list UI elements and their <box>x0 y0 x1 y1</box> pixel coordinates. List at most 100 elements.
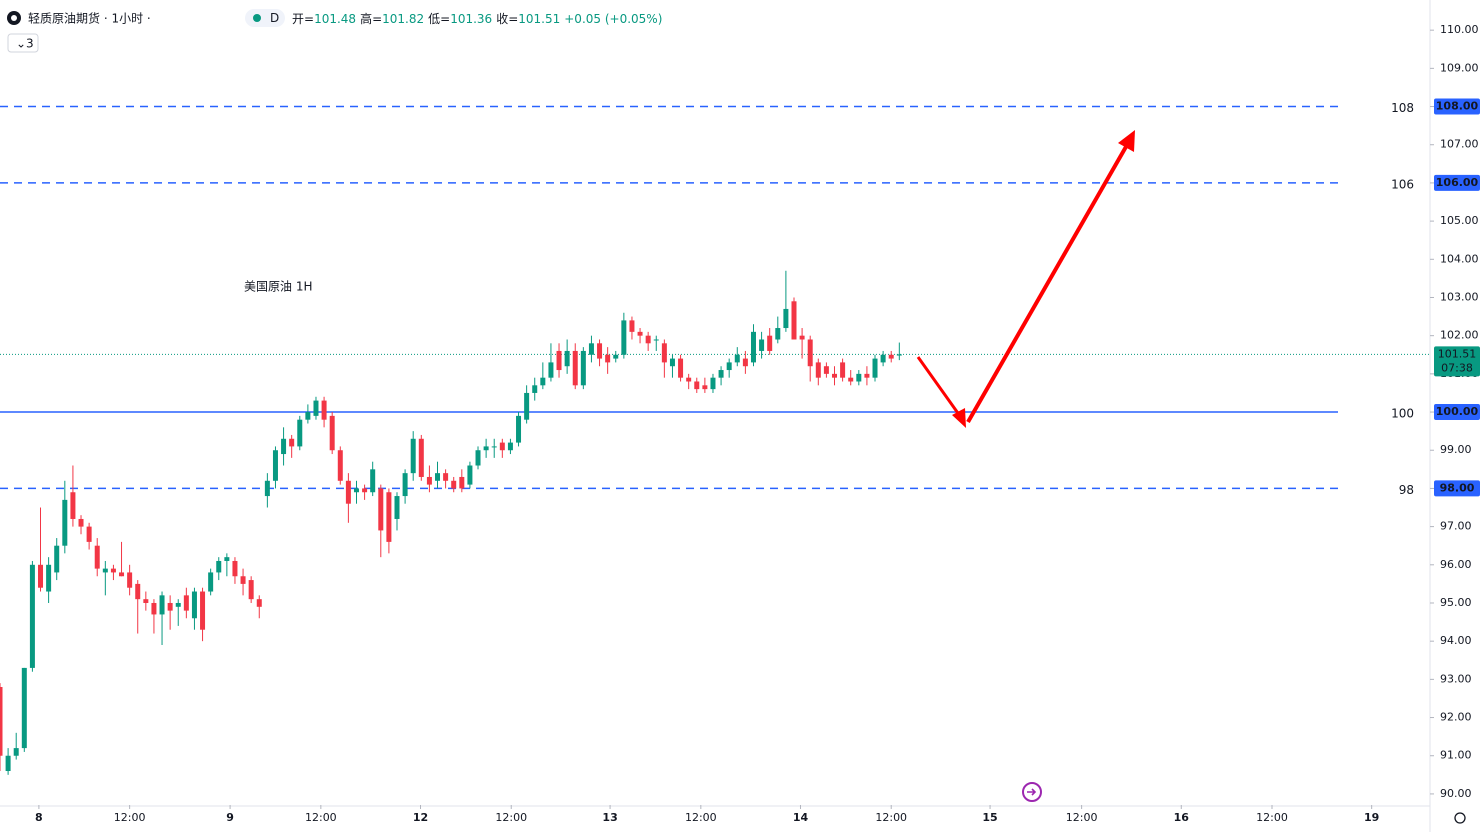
level-badge-label: 98.00 <box>1440 481 1475 494</box>
x-tick-label: 12:00 <box>875 811 907 824</box>
level-label: 100 <box>1391 407 1414 421</box>
y-tick-label: 102.00 <box>1440 329 1479 342</box>
level-label: 98 <box>1399 483 1414 497</box>
candle-body <box>540 377 546 386</box>
candle-body <box>248 580 254 600</box>
candle-body <box>94 545 100 569</box>
candle-body <box>208 572 214 592</box>
candle-body <box>86 526 92 542</box>
level-badge <box>1434 174 1480 191</box>
ohlc-value: 101.48 <box>314 12 356 26</box>
candle-body <box>791 301 797 340</box>
candle-body <box>151 602 157 615</box>
candle-body <box>370 469 376 493</box>
candle-body <box>110 568 116 573</box>
candle-body <box>872 358 878 378</box>
candle-body <box>62 499 68 546</box>
candle-body <box>726 362 732 371</box>
y-tick-label: 104.00 <box>1440 252 1479 265</box>
candle-body <box>435 473 441 481</box>
candle-body <box>888 354 894 359</box>
candle-body <box>272 450 278 481</box>
level-badge <box>1434 98 1480 115</box>
candle-body <box>775 328 781 340</box>
candle-body <box>467 465 473 485</box>
status-pill[interactable] <box>245 9 285 27</box>
candle-body <box>451 480 457 489</box>
candle-body <box>102 568 108 573</box>
x-tick-label: 13 <box>602 811 617 824</box>
symbol-title[interactable]: 轻质原油期货 · 1小时 · <box>28 11 151 26</box>
y-tick-label: 103.00 <box>1440 290 1479 303</box>
indicator-toggle[interactable] <box>7 33 39 53</box>
candle-body <box>426 476 432 485</box>
arrow-head <box>1118 130 1135 152</box>
indicator-count[interactable]: 3 <box>26 37 34 51</box>
candle-body <box>669 358 675 367</box>
candle-body <box>459 476 465 489</box>
candle-body <box>742 358 748 367</box>
symbol-icon-dot <box>11 15 17 21</box>
candle-body <box>507 442 513 451</box>
candle-body <box>191 591 197 619</box>
candle-body <box>475 450 481 466</box>
level-badge-label: 108.00 <box>1436 100 1479 113</box>
candle-body <box>645 335 651 344</box>
settings[interactable] <box>1454 812 1466 824</box>
x-tick-label: 19 <box>1364 811 1379 824</box>
candle-body <box>378 488 384 531</box>
x-tick-label: 12:00 <box>1256 811 1288 824</box>
candle-body <box>232 560 238 577</box>
candle-body <box>46 564 52 592</box>
candle-body <box>823 366 829 374</box>
candle-body <box>613 354 619 359</box>
candle-body <box>710 377 716 390</box>
candle-body <box>200 591 206 630</box>
candle-body <box>767 335 773 351</box>
goto-realtime[interactable] <box>1022 782 1042 802</box>
candle-body <box>353 488 359 493</box>
x-tick-label: 9 <box>226 811 234 824</box>
candle-body <box>702 385 708 390</box>
x-tick-label: 12:00 <box>685 811 717 824</box>
candle-body <box>605 354 611 363</box>
candle-body <box>815 362 821 378</box>
candle-body <box>499 442 505 451</box>
x-tick-label: 12:00 <box>495 811 527 824</box>
candle-body <box>135 583 141 600</box>
arrow-down <box>916 356 962 417</box>
countdown: 07:38 <box>1441 361 1473 374</box>
last-price-label: 101.51 <box>1438 347 1477 360</box>
candle-body <box>678 358 684 378</box>
candle-body <box>418 438 424 477</box>
arrow-up <box>966 144 1129 423</box>
y-tick-label: 90.00 <box>1440 787 1472 800</box>
candle-body <box>856 373 862 382</box>
candle-body <box>588 343 594 355</box>
candle-body <box>864 373 870 378</box>
candle-body <box>799 335 805 340</box>
candle-body <box>127 572 133 588</box>
candle-body <box>394 496 400 519</box>
candle-body <box>264 480 270 497</box>
candle-body <box>653 339 659 341</box>
status-dot <box>253 14 261 22</box>
candle-body <box>580 350 586 386</box>
candle-body <box>240 576 246 584</box>
y-tick-label: 92.00 <box>1440 711 1472 724</box>
candle-body <box>597 343 603 359</box>
candle-body <box>329 415 335 451</box>
chevron: ⌄ <box>16 37 26 51</box>
x-tick-label: 14 <box>793 811 809 824</box>
candle-body <box>783 308 789 329</box>
candle-body <box>143 599 149 603</box>
ohlc-label: 收= <box>496 12 518 26</box>
candle-body <box>13 748 19 756</box>
candle-body <box>256 599 262 607</box>
y-tick-label: 96.00 <box>1440 558 1472 571</box>
candle-body <box>70 492 76 519</box>
forecast-arrows <box>916 130 1135 428</box>
candle-body <box>880 354 886 363</box>
candle-body <box>443 473 449 481</box>
candle-body <box>54 545 60 573</box>
